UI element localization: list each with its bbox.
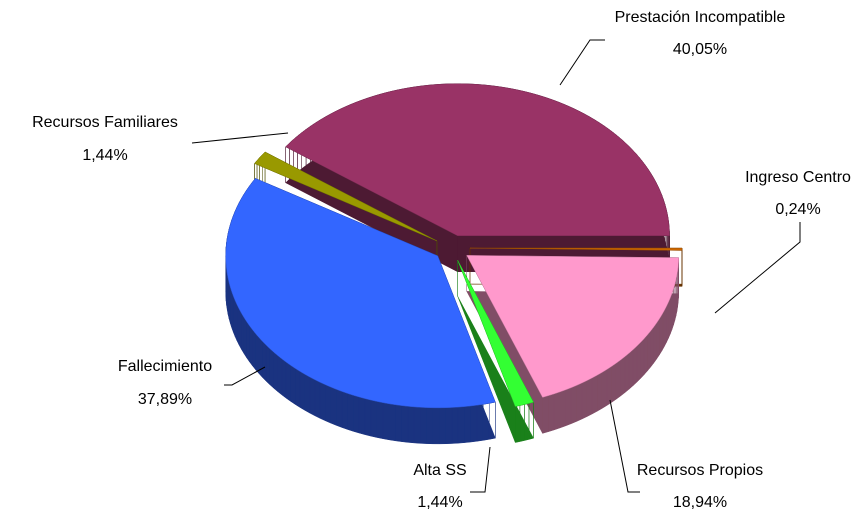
slice — [285, 83, 670, 236]
leader-line — [609, 399, 640, 493]
category-label: Prestación Incompatible — [615, 9, 786, 26]
value-label: 40,05% — [673, 41, 727, 58]
slice — [457, 260, 534, 407]
value-label: 18,94% — [673, 494, 727, 511]
value-label: 1,44% — [82, 147, 127, 164]
category-label: Alta SS — [413, 462, 466, 479]
slice — [469, 247, 683, 251]
leader-line — [714, 222, 801, 314]
slice-side — [469, 247, 683, 287]
value-label: 1,44% — [417, 494, 462, 511]
leader-line — [191, 132, 289, 144]
leader-line — [470, 446, 491, 493]
category-label: Recursos Propios — [637, 462, 763, 479]
leader-line — [224, 366, 266, 386]
category-label: Fallecimiento — [118, 358, 212, 375]
slice — [225, 178, 496, 409]
value-label: 0,24% — [775, 201, 820, 218]
slice — [254, 151, 438, 242]
leader-line — [559, 39, 605, 86]
category-label: Recursos Familiares — [32, 114, 178, 131]
category-label: Ingreso Centro — [745, 169, 851, 186]
slice — [466, 255, 679, 398]
value-label: 37,89% — [138, 391, 192, 408]
